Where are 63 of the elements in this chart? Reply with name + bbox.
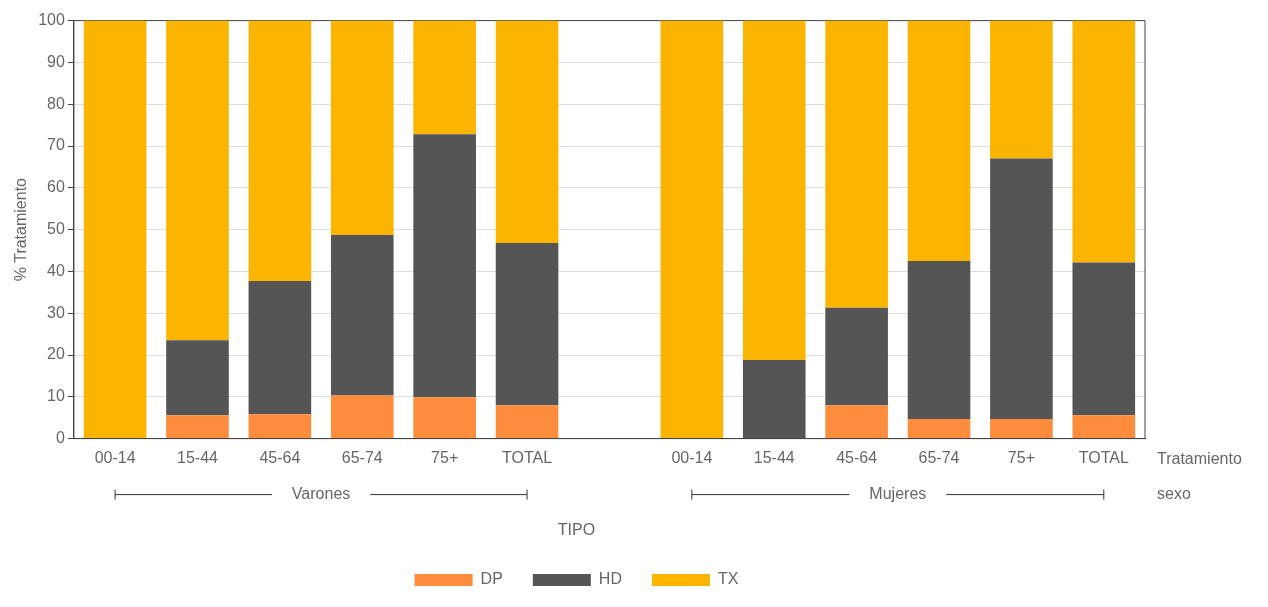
bar [83, 20, 147, 439]
y-tick-label: 20 [47, 345, 65, 363]
bar [413, 134, 476, 398]
legend-label: TX [717, 570, 739, 588]
y-tick-label: 30 [47, 303, 65, 321]
bar [825, 307, 888, 406]
bar [990, 20, 1053, 159]
x-tick-label: 15-44 [177, 448, 219, 466]
bar [660, 20, 724, 439]
text: Mujeres [869, 485, 927, 503]
bar [1072, 262, 1136, 416]
legend-title: TIPO [557, 521, 596, 539]
bar [330, 20, 394, 236]
x-tick-label: 15-44 [753, 448, 795, 466]
bar [907, 418, 971, 439]
x-tick-label: 65-74 [918, 448, 960, 466]
bar [166, 20, 229, 341]
bar [742, 20, 806, 361]
bar [990, 158, 1053, 419]
bar [1072, 20, 1136, 263]
legend-label: HD [598, 570, 622, 588]
y-tick-label: 100 [38, 11, 65, 29]
bar [1072, 415, 1136, 439]
y-tick-label: 40 [47, 261, 65, 279]
bar [248, 414, 312, 439]
x-tick-label: 45-64 [836, 448, 878, 466]
bar [495, 405, 559, 439]
bar [742, 360, 806, 439]
bar [166, 415, 229, 439]
x-tick-label: 75+ [1007, 448, 1035, 466]
text: Varones [291, 485, 351, 503]
bar [166, 340, 229, 416]
x-axis-title: Tratamiento [1157, 450, 1242, 468]
bar [990, 418, 1053, 439]
bar [495, 242, 559, 406]
bar [330, 235, 394, 396]
x-tick-label: 65-74 [341, 448, 383, 466]
y-tick-label: 70 [47, 136, 65, 154]
x-tick-label: 45-64 [259, 448, 301, 466]
x-tick-label: TOTAL [502, 448, 553, 466]
y-tick-label: 80 [47, 94, 65, 112]
bar [495, 20, 559, 243]
bar [825, 20, 888, 308]
bar [413, 397, 476, 439]
y-tick-label: 10 [47, 387, 65, 405]
text: sexo [1157, 485, 1191, 503]
y-tick-label: 0 [55, 429, 65, 447]
bar [413, 20, 476, 135]
bar [907, 20, 971, 261]
legend-label: DP [480, 570, 503, 588]
bar [825, 405, 888, 439]
y-tick-label: 90 [47, 52, 65, 70]
bar [907, 260, 971, 419]
y-tick-label: 60 [47, 178, 65, 196]
bar [330, 395, 394, 439]
y-tick-label: 50 [47, 220, 65, 238]
x-tick-label: 00-14 [671, 448, 713, 466]
y-axis-title: % Tratamiento [12, 177, 30, 282]
bar [248, 20, 312, 282]
x-tick-label: 75+ [431, 448, 459, 466]
bar [248, 281, 312, 415]
x-tick-label: TOTAL [1078, 448, 1129, 466]
x-tick-label: 00-14 [94, 448, 136, 466]
